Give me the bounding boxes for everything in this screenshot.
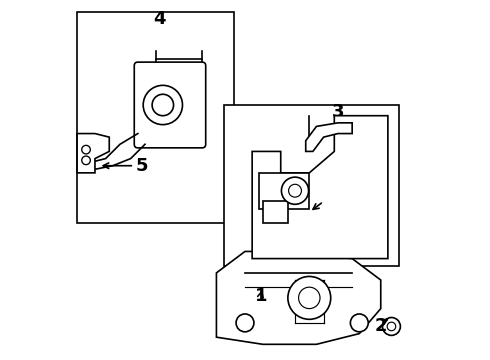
Circle shape [288,276,331,319]
Polygon shape [306,123,352,152]
Polygon shape [217,251,381,344]
FancyBboxPatch shape [134,62,206,148]
Bar [77,12,234,223]
Text: 4: 4 [153,10,166,28]
Text: 2: 2 [374,318,387,336]
Bar [263,202,288,223]
Circle shape [236,314,254,332]
Circle shape [143,85,182,125]
Circle shape [298,287,320,309]
Circle shape [350,314,368,332]
Circle shape [82,145,90,154]
Circle shape [82,156,90,165]
Bar [259,173,309,208]
Circle shape [152,94,173,116]
Text: 1: 1 [255,287,268,305]
Circle shape [387,322,396,331]
Circle shape [383,318,400,336]
Text: 3: 3 [332,103,344,121]
Text: 5: 5 [135,157,147,175]
Polygon shape [252,116,388,258]
Circle shape [281,177,309,204]
Circle shape [289,184,301,197]
Polygon shape [77,134,109,173]
Polygon shape [223,105,398,266]
